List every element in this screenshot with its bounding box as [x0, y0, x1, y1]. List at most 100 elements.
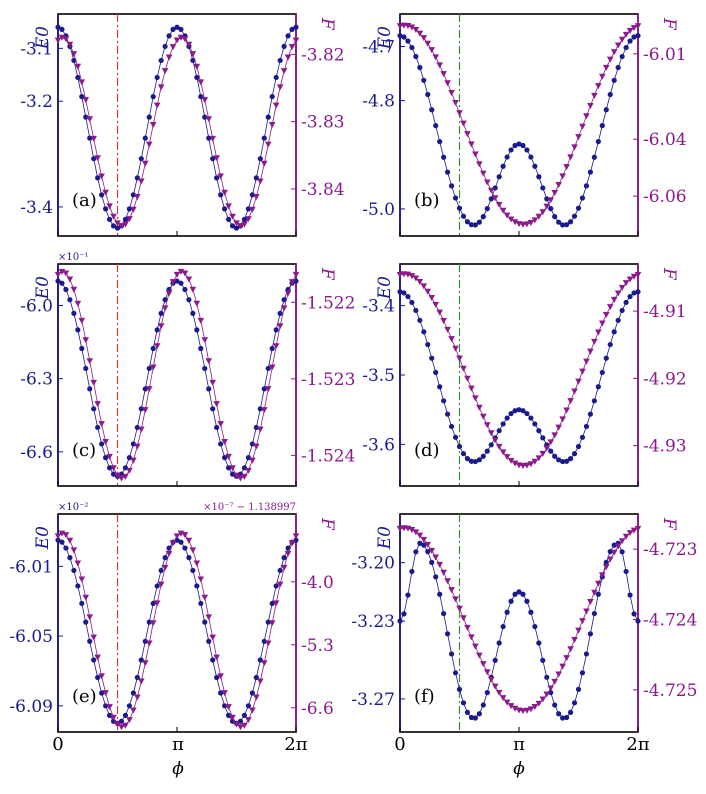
f-point: [161, 564, 169, 571]
f-point: [634, 525, 642, 532]
e0-point: [154, 327, 160, 333]
f-point: [583, 358, 590, 365]
e0-point: [587, 411, 594, 417]
left-axis-label: E0: [33, 526, 53, 550]
f-point: [539, 696, 547, 703]
f-point: [599, 73, 606, 80]
f-point: [161, 68, 169, 75]
f-point: [444, 578, 451, 585]
f-point: [448, 587, 455, 594]
e0-point: [560, 715, 566, 721]
f-point: [209, 135, 216, 142]
f-point: [507, 457, 515, 464]
e0-point: [603, 355, 609, 361]
e0-point: [198, 345, 204, 352]
e0-point: [190, 567, 196, 574]
e0-point: [496, 174, 502, 180]
f-point: [448, 89, 455, 96]
e0-point: [285, 33, 291, 39]
e0-point: [571, 451, 578, 457]
e0-point: [114, 225, 121, 231]
f-point: [138, 178, 145, 185]
f-point: [70, 51, 78, 58]
left-tick-label: -3.2: [20, 92, 53, 112]
e0-point: [548, 689, 554, 696]
f-point: [468, 385, 475, 392]
f-point: [74, 560, 82, 567]
f-point: [177, 268, 185, 275]
f-point: [102, 189, 109, 196]
e0-point: [229, 223, 236, 229]
f-point: [78, 317, 86, 324]
e0-point: [536, 174, 542, 180]
f-point: [122, 473, 129, 480]
left-tick-label: -3.6: [362, 435, 395, 455]
plot-frame: [399, 513, 639, 733]
e0-point: [417, 64, 423, 71]
f-point: [237, 475, 244, 482]
e0-point: [206, 386, 212, 392]
f-point: [523, 707, 531, 714]
e0-point: [508, 598, 514, 604]
f-point: [276, 581, 284, 588]
e0-point: [265, 365, 271, 372]
f-point: [284, 54, 292, 61]
left-tick-label: -6.6: [20, 443, 53, 463]
f-point: [531, 704, 539, 711]
e0-point: [67, 555, 73, 561]
f-point: [452, 345, 459, 352]
f-point: [511, 219, 519, 226]
f-point: [280, 68, 288, 75]
e0-point: [452, 195, 459, 201]
e0-point: [635, 618, 641, 624]
x-axis-label-left: ϕ: [172, 759, 184, 779]
f-point: [531, 458, 539, 465]
f-point: [567, 154, 574, 161]
x-tick-2pi-left: 2π: [284, 734, 307, 755]
e0-point: [452, 670, 459, 676]
right-tick-label: -6.01: [643, 45, 687, 65]
f-point: [264, 386, 272, 393]
f-point: [618, 538, 626, 545]
e0-point: [476, 711, 482, 717]
f-point: [503, 699, 511, 706]
e0-point: [103, 455, 109, 461]
f-point: [90, 135, 97, 142]
e0-point: [158, 310, 164, 316]
e0-point: [249, 441, 255, 447]
e0-point: [273, 583, 279, 589]
e0-point: [405, 592, 411, 598]
e0-point: [106, 465, 113, 471]
f-point: [444, 80, 451, 87]
e0-point: [83, 619, 89, 625]
f-point: [602, 311, 610, 318]
e0-point: [575, 205, 582, 211]
e0-point: [603, 107, 609, 113]
e0-point: [397, 618, 403, 624]
e0-point: [468, 714, 474, 721]
f-point: [559, 173, 566, 180]
f-point: [189, 286, 197, 293]
e0-point: [552, 702, 558, 708]
e0-point: [472, 458, 478, 465]
series-line-E0: [399, 291, 639, 462]
f-point: [229, 465, 236, 472]
panel-label: (d): [414, 440, 440, 461]
right-tick-label: -1.524: [301, 446, 355, 466]
f-point: [82, 97, 90, 104]
e0-point: [138, 156, 144, 162]
f-point: [491, 683, 499, 690]
f-point: [82, 594, 90, 601]
f-point: [217, 421, 224, 428]
f-point: [535, 213, 543, 220]
e0-point: [619, 307, 625, 314]
e0-point: [413, 307, 419, 314]
e0-point: [150, 345, 156, 352]
e0-point: [71, 567, 77, 574]
f-point: [138, 678, 145, 685]
right-tick-label: -4.0: [301, 573, 334, 593]
f-point: [94, 401, 101, 408]
e0-point: [500, 163, 506, 169]
e0-point: [87, 638, 93, 644]
e0-point: [194, 327, 200, 333]
